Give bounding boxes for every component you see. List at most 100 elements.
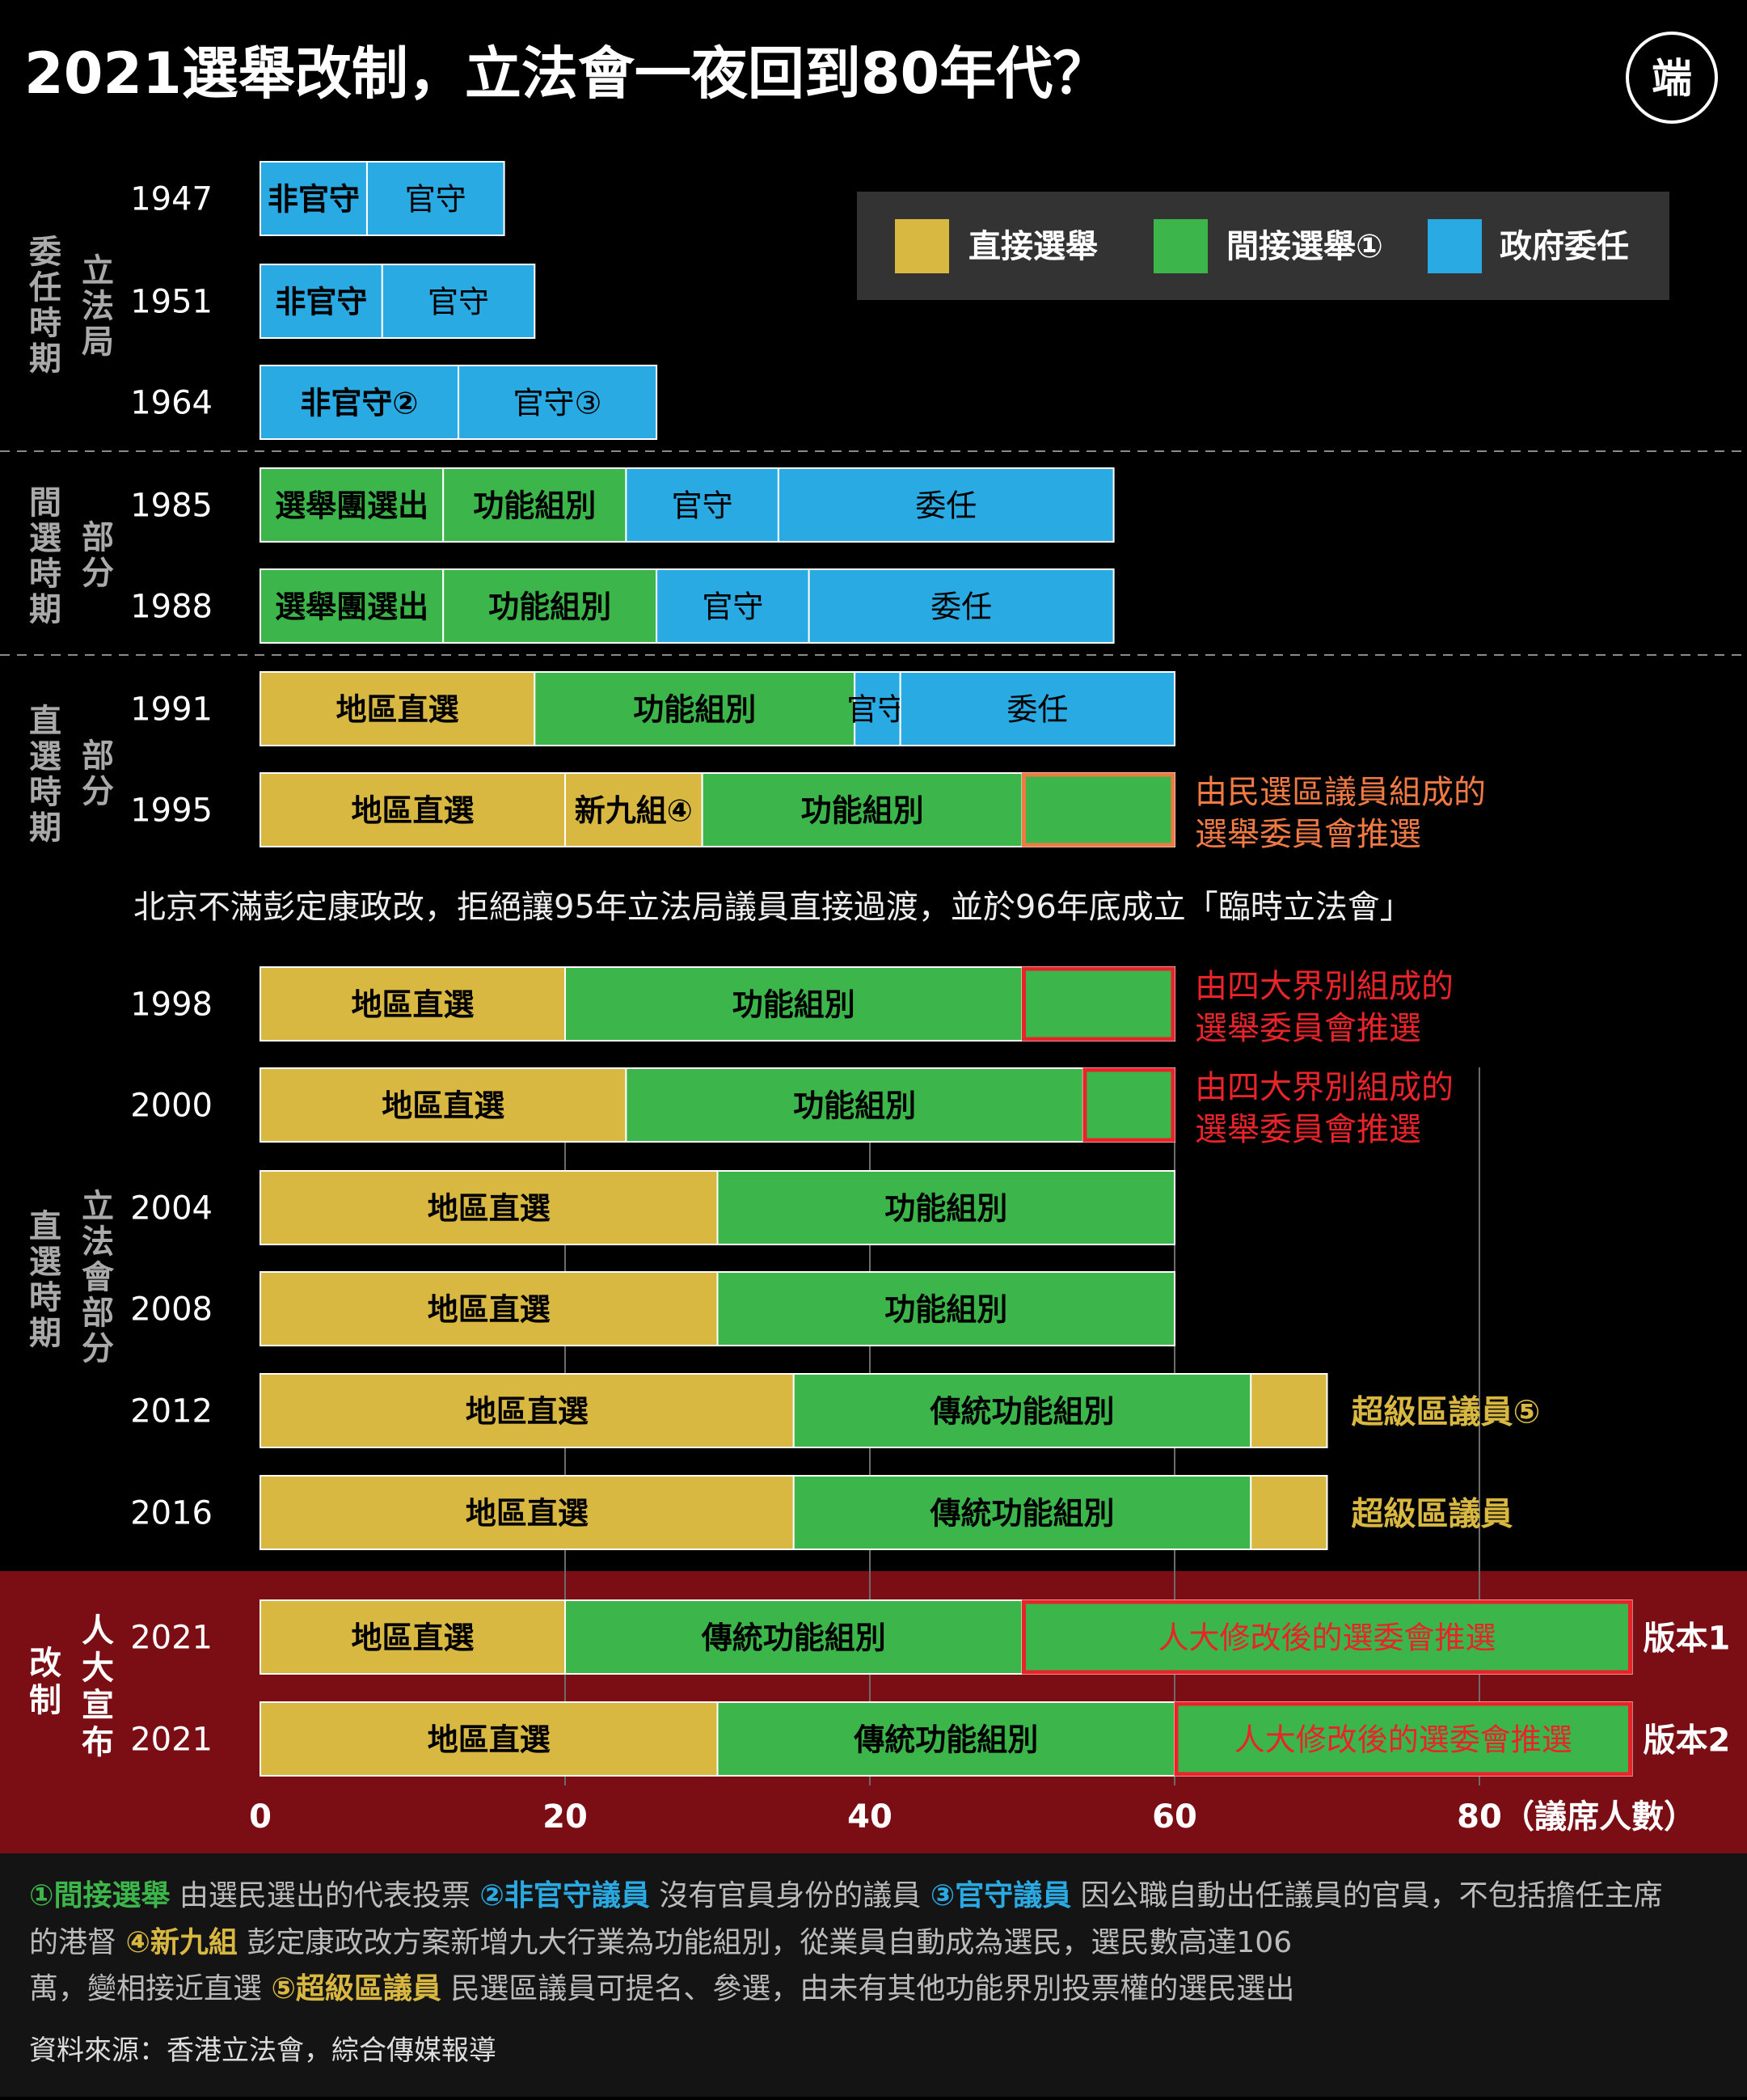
bar-segment-label: 非官守 [275, 285, 367, 320]
bar-segment [808, 568, 1115, 644]
legend-label-direct: 直接選舉 [968, 228, 1098, 265]
bar-segment [442, 568, 658, 644]
bar-segment-label: 官守 [428, 285, 489, 320]
row-year-label: 2021 [130, 1722, 213, 1759]
period-label-char: 立 [82, 252, 114, 289]
bar-segment-label: 選舉團選出 [275, 488, 428, 524]
bar-segment-label: 功能組別 [801, 793, 924, 829]
period-label-col2: 立法局 [82, 252, 114, 361]
bar-segment [1250, 1373, 1328, 1448]
footnote-text: 的港督 [29, 1926, 125, 1959]
bar-segment [260, 1067, 627, 1143]
bar-segment [625, 1067, 1084, 1143]
footnote-term: ⑤超級區議員 [271, 1972, 441, 2005]
footnote-text: 沒有官員身份的議員 [650, 1879, 930, 1912]
legend-label-indirect: 間接選舉① [1226, 228, 1383, 265]
legend-swatch-direct [895, 219, 949, 273]
x-tick-label: 60 [1152, 1798, 1197, 1836]
row-year-label: 1947 [130, 181, 213, 218]
row-year-label: 2000 [130, 1088, 213, 1125]
row-year-label: 1985 [130, 488, 213, 525]
period-label-col2: 部分 [82, 519, 114, 592]
bar-segment-label: 地區直選 [382, 1088, 504, 1124]
bar-segment-label: 傳統功能組別 [701, 1620, 886, 1656]
interim-note: 北京不滿彭定康政改，拒絕讓95年立法局議員直接過渡，並於96年底成立「臨時立法會… [133, 889, 1412, 926]
x-axis: 0 20 40 60 80 （議席人數） [249, 1798, 1696, 1836]
bar-segment [260, 467, 445, 543]
x-tick-label: 20 [542, 1798, 588, 1836]
bar-row: 2016 地區直選 傳統功能組別 超級區議員 [130, 1475, 1513, 1550]
bar-segment-label: 傳統功能組別 [929, 1496, 1114, 1532]
period-label-col1: 直選時期 [29, 1208, 61, 1352]
bar-segment-label: 功能組別 [793, 1088, 916, 1124]
period-label-char: 分 [82, 773, 114, 810]
period-label-char: 直 [29, 703, 61, 740]
period-label-char: 直 [29, 1208, 61, 1245]
bar-segment [534, 671, 856, 746]
bar-segment [792, 1373, 1252, 1448]
bar-segment [1021, 966, 1175, 1042]
bar-segment [564, 1599, 1023, 1675]
bar-segment [260, 772, 566, 847]
bar-row: 2012 地區直選 傳統功能組別 超級區議員⑤ [130, 1373, 1540, 1448]
bar-segment [792, 1475, 1252, 1550]
legend-swatch-indirect [1154, 219, 1208, 273]
bar-segment-label: 官守 [672, 488, 733, 524]
period-label-char: 宣 [82, 1687, 114, 1724]
legend-swatch-appointed [1428, 219, 1482, 273]
bar-row: 1991 地區直選 功能組別 官守 委任 [130, 671, 1175, 746]
legend-label-appointed: 政府委任 [1500, 228, 1629, 265]
bar-segment-label: 功能組別 [488, 589, 611, 625]
bar-segment [656, 568, 810, 644]
period-label-char: 期 [29, 809, 61, 847]
period-label-col2: 部分 [82, 737, 114, 810]
row-annotation: 由四大界別組成的 [1195, 1069, 1454, 1106]
bar-segment-label: 功能組別 [732, 987, 855, 1023]
bar-segment-outline [1022, 1599, 1632, 1675]
footnote-term: ④新九組 [125, 1926, 237, 1959]
bar-segment-outline [1082, 1067, 1175, 1143]
period-label-reform: 改制 人大宣布 [29, 1612, 114, 1761]
period-label-char: 會 [82, 1259, 115, 1296]
bar-segment [458, 365, 658, 440]
period-label-char: 改 [29, 1645, 61, 1682]
period-label-legco: 直選時期 立法會部分 [29, 1188, 115, 1367]
footnote-text: 民選區議員可提名、參選，由未有其他功能界別投票權的選民選出 [441, 1972, 1294, 2005]
period-label-indirect: 間選時期 部分 [29, 484, 114, 628]
bar-segment-label: 傳統功能組別 [853, 1722, 1038, 1758]
row-annotation: 由民選區議員組成的 [1195, 774, 1486, 811]
period-label-char: 分 [82, 1330, 114, 1367]
bar-segment-label: 委任 [915, 488, 977, 524]
bar-segment-label: 委任 [930, 589, 992, 625]
x-tick-label: 80 [1457, 1798, 1502, 1836]
bar-segment [1174, 1701, 1633, 1777]
bar-segment [854, 671, 901, 746]
row-annotation: 由四大界別組成的 [1195, 968, 1454, 1005]
period-label-char: 分 [82, 555, 114, 592]
bar-segment-label: 地區直選 [466, 1496, 589, 1532]
row-year-label: 1991 [130, 691, 213, 729]
footnote-line-3: 萬，變相接近直選 ⑤超級區議員 民選區議員可提名、參選，由未有其他功能界別投票權… [29, 1972, 1294, 2005]
bar-segment [1250, 1475, 1328, 1550]
bar-row: 1964 非官守② 官守③ [130, 365, 658, 440]
bar-segment [260, 1271, 719, 1346]
row-annotation: 選舉委員會推選 [1195, 816, 1421, 853]
period-label-col1: 直選時期 [29, 703, 61, 847]
period-label-char: 期 [29, 591, 61, 628]
bar-segment [777, 467, 1115, 543]
bar-segment-outline [1022, 772, 1175, 847]
bar-segment [260, 161, 368, 236]
period-label-char: 大 [82, 1650, 114, 1687]
row-year-label: 1995 [130, 792, 213, 830]
page-title: 2021選舉改制，立法會一夜回到80年代？ [24, 40, 1109, 107]
row-annotation: 超級區議員 [1352, 1496, 1513, 1533]
bar-segment-label: 功能組別 [633, 692, 756, 728]
row-annotation: 選舉委員會推選 [1195, 1111, 1421, 1148]
period-label-char: 間 [29, 484, 61, 522]
period-label-char: 時 [29, 556, 61, 593]
x-tick-label: 40 [847, 1798, 892, 1836]
bar-row: 1988 選舉團選出 功能組別 官守 委任 [130, 568, 1115, 644]
bar-segment [716, 1701, 1175, 1777]
